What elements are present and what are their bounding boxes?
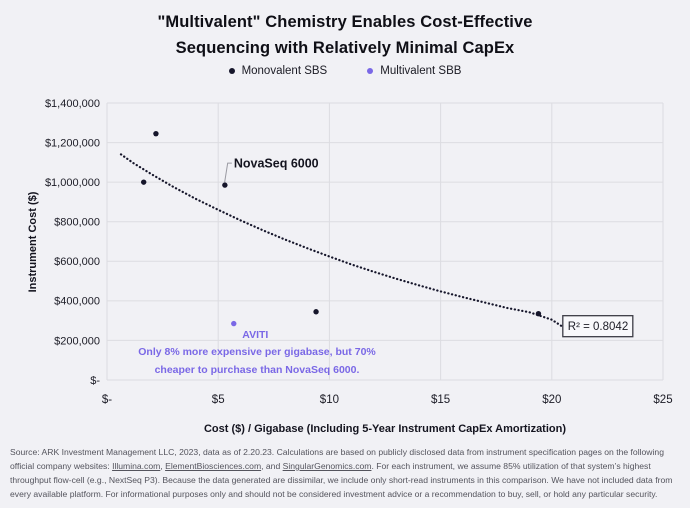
monovalent-point — [222, 182, 228, 188]
legend-label: Multivalent SBB — [380, 65, 462, 77]
x-axis-title: Cost ($) / Gigabase (Including 5-Year In… — [203, 423, 567, 435]
y-tick-label: $1,200,000 — [45, 137, 100, 149]
aviti-annotation-line2: cheaper to purchase than NovaSeq 6000. — [154, 363, 360, 376]
legend: Monovalent SBS Multivalent SBB — [0, 65, 690, 77]
y-tick-label: $800,000 — [54, 217, 100, 229]
novaseq-point-label: NovaSeq 6000 — [234, 157, 319, 171]
monovalent-point — [535, 311, 542, 317]
x-tick-label: $- — [102, 394, 112, 406]
source-segment: , — [160, 460, 166, 471]
scatter-plot: $- $200,000 $400,000 $600,000 $800,000 $1,000… — [45, 98, 673, 406]
source-segment: . For each instrument, we assume 85% uti… — [10, 460, 673, 499]
y-tick-label: $1,000,000 — [45, 177, 100, 189]
novaseq-callout-line — [224, 162, 232, 183]
chart-title: "Multivalent" Chemistry Enables Cost-Eff… — [0, 9, 690, 61]
source-link[interactable]: Illumina.com — [112, 460, 161, 471]
multivalent-dot-icon — [367, 68, 374, 74]
source-link[interactable]: ElementBiosciences.com — [165, 460, 262, 471]
x-tick-label: $5 — [212, 394, 225, 406]
x-tick-label: $15 — [431, 394, 450, 406]
x-tick-label: $20 — [542, 394, 561, 406]
aviti-point-label: AVITI — [242, 329, 268, 341]
source-text: Source: ARK Investment Management LLC, 2… — [10, 446, 680, 502]
monovalent-point — [153, 130, 159, 137]
y-tick-label: $1,400,000 — [45, 98, 100, 110]
monovalent-point — [140, 179, 147, 185]
legend-label: Monovalent SBS — [241, 65, 328, 77]
r-squared-label: R² = 0.8042 — [568, 321, 628, 333]
r-squared-box — [562, 315, 634, 338]
chart-title-line1: "Multivalent" Chemistry Enables Cost-Eff… — [157, 13, 533, 31]
legend-item-multivalent-sbb: Multivalent SBB — [367, 65, 461, 77]
aviti-annotation: Only 8% more expensive per gigabase, but… — [97, 344, 417, 379]
aviti-annotation-line1: Only 8% more expensive per gigabase, but… — [138, 346, 376, 358]
x-tick-label: $10 — [320, 394, 339, 406]
y-tick-label: $600,000 — [54, 256, 100, 268]
monovalent-point — [313, 309, 319, 315]
multivalent-point — [231, 320, 237, 327]
monovalent-dot-icon — [228, 68, 235, 74]
source-segment: Source: ARK Investment Management LLC, 2… — [10, 447, 664, 471]
source-segment: , and — [261, 460, 283, 471]
source-link[interactable]: SingularGenomics.com — [282, 460, 372, 471]
x-tick-label: $25 — [653, 394, 672, 406]
y-tick-label: $400,000 — [54, 296, 100, 308]
chart-title-line2: Sequencing with Relatively Minimal CapEx — [175, 39, 515, 57]
y-tick-label: $200,000 — [54, 335, 100, 347]
legend-item-monovalent-sbs: Monovalent SBS — [228, 65, 328, 77]
trendline — [119, 153, 563, 328]
y-tick-label: $- — [90, 375, 100, 387]
